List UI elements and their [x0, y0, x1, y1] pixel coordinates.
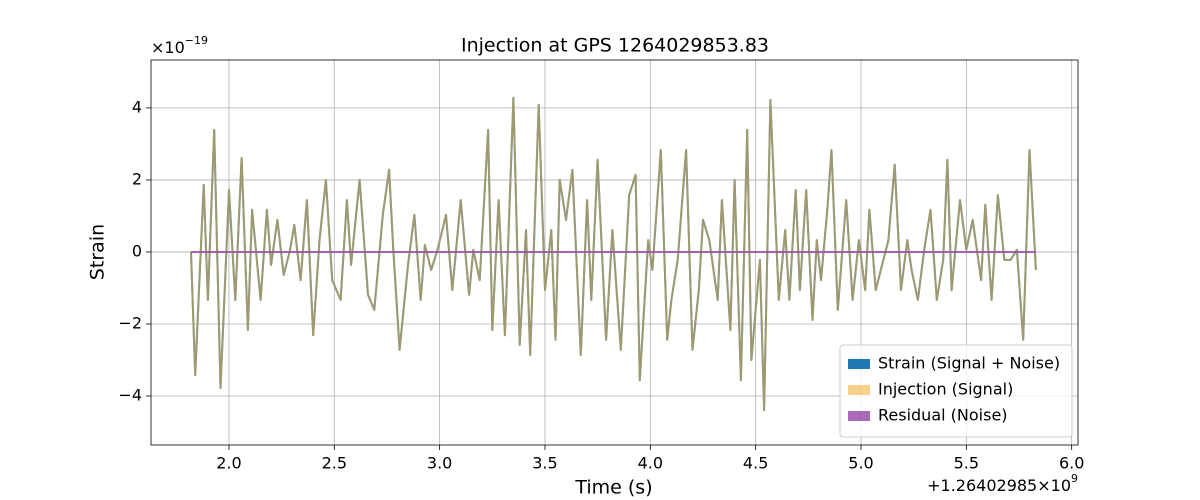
- series-line: [190, 96, 1037, 412]
- legend: Strain (Signal + Noise) Injection (Signal…: [839, 344, 1073, 438]
- x-tick-label: 6.0: [1059, 454, 1084, 473]
- y-scale-label: ×10−19: [151, 34, 208, 57]
- x-offset-exponent: 9: [1071, 472, 1078, 485]
- y-tick-label: 2: [132, 169, 142, 188]
- x-tick-label: 3.0: [427, 454, 452, 473]
- x-tick-label: 4.5: [743, 454, 768, 473]
- y-tick-label: 4: [132, 97, 142, 116]
- legend-label: Residual (Noise): [878, 406, 1008, 425]
- y-scale-exponent: −19: [185, 34, 208, 47]
- legend-box: [839, 344, 1073, 438]
- x-offset-base: +1.26402985×10: [927, 476, 1071, 495]
- legend-label: Injection (Signal): [878, 380, 1013, 399]
- legend-swatch: [848, 359, 870, 369]
- legend-swatch: [848, 385, 870, 395]
- x-tick-label: 2.5: [322, 454, 347, 473]
- y-axis-label: Strain: [87, 224, 109, 280]
- plot-frame: [150, 59, 1079, 446]
- y-tick-label: −4: [118, 386, 142, 405]
- x-axis-label: Time (s): [574, 477, 652, 499]
- x-tick-label: 5.5: [954, 454, 979, 473]
- y-scale-base: ×10: [151, 38, 185, 57]
- x-tick-label: 4.0: [638, 454, 663, 473]
- chart-title: Injection at GPS 1264029853.83: [461, 35, 769, 57]
- legend-label: Strain (Signal + Noise): [878, 354, 1060, 373]
- y-tick-label: 0: [132, 241, 142, 260]
- legend-swatch: [848, 411, 870, 421]
- x-tick-label: 2.0: [216, 454, 241, 473]
- x-tick-label: 5.0: [848, 454, 873, 473]
- x-offset-label: +1.26402985×109: [927, 472, 1078, 495]
- x-tick-label: 3.5: [532, 454, 557, 473]
- y-tick-label: −2: [118, 313, 142, 332]
